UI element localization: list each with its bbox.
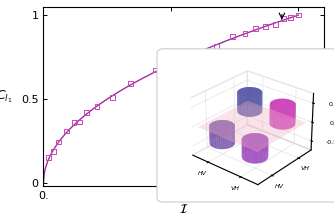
- X-axis label: $\mathcal{I}$: $\mathcal{I}$: [179, 203, 188, 216]
- Point: [194, 51, 199, 55]
- Y-axis label: $C_{l_1}$: $C_{l_1}$: [0, 88, 12, 105]
- Point: [76, 120, 82, 124]
- Point: [253, 27, 258, 30]
- Point: [51, 149, 56, 153]
- Point: [273, 23, 278, 26]
- Point: [229, 35, 235, 39]
- Point: [153, 68, 158, 72]
- Point: [56, 140, 61, 144]
- Point: [214, 44, 219, 48]
- Point: [242, 32, 247, 36]
- Point: [173, 60, 179, 64]
- Point: [84, 110, 90, 114]
- Point: [128, 82, 133, 85]
- Point: [94, 104, 100, 108]
- Point: [263, 25, 268, 28]
- Point: [110, 96, 115, 99]
- Point: [71, 121, 77, 124]
- Point: [296, 13, 301, 17]
- Point: [64, 129, 69, 133]
- Point: [288, 16, 294, 19]
- Point: [281, 17, 286, 20]
- Point: [46, 156, 51, 159]
